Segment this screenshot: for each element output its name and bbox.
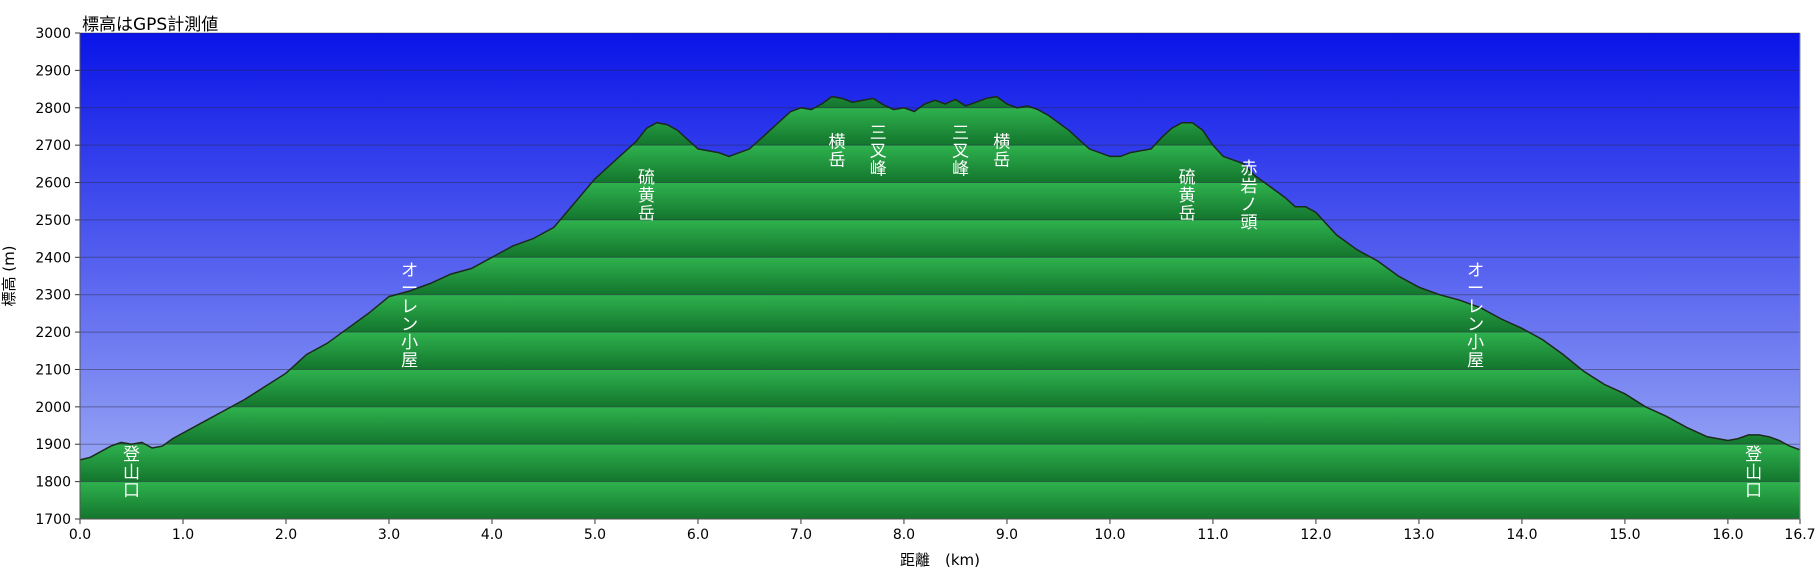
x-tick-label: 1.0 bbox=[172, 527, 194, 543]
y-tick-label: 2400 bbox=[35, 250, 71, 266]
y-tick-label: 2300 bbox=[35, 288, 71, 304]
terrain-band bbox=[80, 332, 1800, 370]
x-tick-label: 16.0 bbox=[1712, 527, 1743, 543]
x-tick-label: 4.0 bbox=[481, 527, 503, 543]
x-tick-label: 11.0 bbox=[1197, 527, 1228, 543]
peak-label: 硫黄岳 bbox=[638, 168, 655, 224]
peak-label: 赤岩ノ頭 bbox=[1240, 159, 1257, 233]
x-tick-label: 12.0 bbox=[1300, 527, 1331, 543]
x-tick-label: 13.0 bbox=[1403, 527, 1434, 543]
y-tick-label: 1900 bbox=[35, 437, 71, 453]
y-tick-label: 2800 bbox=[35, 101, 71, 117]
terrain-band bbox=[80, 369, 1800, 407]
y-tick-label: 3000 bbox=[35, 26, 71, 42]
peak-label: 横岳 bbox=[829, 132, 846, 170]
peak-label: 横岳 bbox=[993, 132, 1010, 170]
terrain-band bbox=[80, 406, 1800, 445]
y-tick-label: 2900 bbox=[35, 63, 71, 79]
y-tick-label: 2200 bbox=[35, 325, 71, 341]
terrain-outline bbox=[79, 95, 1801, 461]
peak-label: 三叉峰 bbox=[870, 123, 887, 179]
y-tick-label: 1700 bbox=[35, 512, 71, 528]
y-tick-label: 2500 bbox=[35, 213, 71, 229]
peak-label: オーレン小屋 bbox=[1467, 261, 1484, 371]
x-tick-label: 2.0 bbox=[275, 527, 297, 543]
x-tick-label: 0.0 bbox=[69, 527, 91, 543]
x-tick-label: 15.0 bbox=[1609, 527, 1640, 543]
peak-label: オーレン小屋 bbox=[401, 261, 418, 371]
peak-label: 登山口 bbox=[1745, 445, 1762, 501]
x-tick-label: 8.0 bbox=[893, 527, 915, 543]
x-tick-label: 16.7 bbox=[1784, 527, 1815, 543]
x-axis-title: 距離 (km) bbox=[900, 551, 980, 569]
x-tick-label: 5.0 bbox=[584, 527, 606, 543]
y-tick-label: 2100 bbox=[35, 362, 71, 378]
x-tick-label: 10.0 bbox=[1094, 527, 1125, 543]
x-tick-label: 3.0 bbox=[378, 527, 400, 543]
terrain-band bbox=[80, 481, 1800, 519]
peak-label: 登山口 bbox=[123, 445, 140, 501]
y-tick-label: 2000 bbox=[35, 400, 71, 416]
x-tick-label: 14.0 bbox=[1506, 527, 1537, 543]
x-tick-label: 9.0 bbox=[996, 527, 1018, 543]
y-tick-label: 2600 bbox=[35, 176, 71, 192]
peak-label: 三叉峰 bbox=[952, 123, 969, 179]
chart-title: 標高はGPS計測値 bbox=[82, 15, 219, 35]
terrain-band bbox=[80, 444, 1800, 482]
x-tick-label: 7.0 bbox=[790, 527, 812, 543]
peak-label: 硫黄岳 bbox=[1179, 168, 1196, 224]
y-axis-title: 標高 (m) bbox=[0, 245, 18, 306]
x-tick-label: 6.0 bbox=[687, 527, 709, 543]
y-tick-label: 2700 bbox=[35, 138, 71, 154]
y-tick-label: 1800 bbox=[35, 475, 71, 491]
